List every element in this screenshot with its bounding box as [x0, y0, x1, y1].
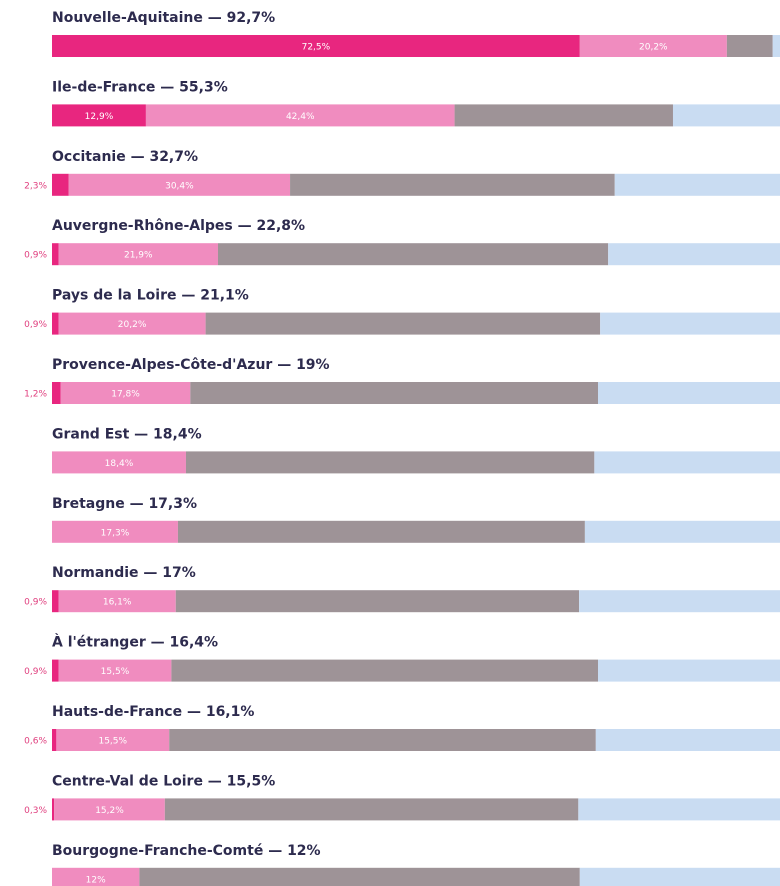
bar-segment [598, 382, 780, 404]
value-label: 30,4% [165, 181, 194, 191]
row-title: Bretagne — 17,3% [52, 496, 197, 512]
value-label: 16,1% [103, 598, 132, 608]
value-label: 12,9% [85, 112, 114, 122]
value-label: 17,8% [111, 390, 140, 400]
row-title: Ile-de-France — 55,3% [52, 79, 228, 95]
bar-segment [190, 382, 598, 404]
bar-segment [579, 35, 727, 57]
bar-segment [217, 243, 609, 266]
bar-segment [772, 35, 780, 57]
bar-segment [600, 312, 780, 335]
value-label: 72,5% [302, 43, 331, 53]
bar-segment [672, 104, 780, 127]
row-title: Auvergne-Rhône-Alpes — 22,8% [52, 218, 305, 234]
value-label: 0,9% [24, 598, 47, 608]
value-label: 2,3% [24, 181, 47, 191]
bar-segment [164, 798, 579, 821]
value-label: 0,9% [24, 667, 47, 677]
row-title: Occitanie — 32,7% [52, 149, 198, 165]
bar-segment [52, 243, 59, 266]
bar-segment [58, 243, 218, 266]
bar-segment [579, 867, 780, 886]
bar-segment [171, 659, 598, 682]
bar-segment [58, 590, 176, 613]
value-label: 20,2% [639, 43, 668, 53]
bar-segment [177, 520, 585, 543]
bar-segment [579, 590, 780, 613]
bar-segment [52, 382, 61, 404]
bar-segment [52, 590, 59, 613]
bar-segment [52, 104, 146, 127]
value-label: 0,9% [24, 251, 47, 261]
value-label: 42,4% [286, 112, 315, 122]
bar-segment [58, 659, 172, 682]
value-label: 15,5% [101, 667, 130, 677]
bar-segment [145, 104, 455, 127]
bar-segment [54, 798, 165, 821]
value-label: 0,3% [24, 806, 47, 816]
bar-segment [52, 451, 186, 474]
bar-segment [608, 243, 780, 266]
bar-segment [584, 520, 780, 543]
bar-segment [595, 729, 780, 751]
bar-segment [52, 729, 57, 751]
row-title: Nouvelle-Aquitaine — 92,7% [52, 10, 275, 26]
value-label: 0,6% [24, 737, 47, 747]
bar-segment [52, 867, 140, 886]
bar-segment [139, 867, 580, 886]
value-label: 12% [86, 875, 106, 885]
value-label: 15,2% [95, 806, 124, 816]
bar-segment [175, 590, 580, 613]
bar-segment [726, 35, 773, 57]
value-label: 0,9% [24, 320, 47, 330]
row-title: Bourgogne-Franche-Comté — 12% [52, 843, 321, 859]
value-label: 1,2% [24, 390, 47, 400]
row-title: À l'étranger — 16,4% [52, 634, 218, 651]
bar-segment [52, 35, 580, 57]
value-label: 17,3% [101, 528, 130, 538]
bar-segment [68, 173, 291, 196]
bar-segment [56, 729, 170, 751]
bar-segment [614, 173, 780, 196]
row-title: Hauts-de-France — 16,1% [52, 704, 254, 720]
bar-segment [290, 173, 615, 196]
bar-segment [52, 520, 178, 543]
row-title: Pays de la Loire — 21,1% [52, 288, 249, 304]
bar-segment [169, 729, 596, 751]
row-title: Normandie — 17% [52, 565, 196, 581]
value-label: 18,4% [105, 459, 134, 469]
bar-segment [52, 798, 55, 821]
bar-segment [594, 451, 780, 474]
row-title: Grand Est — 18,4% [52, 426, 202, 442]
bar-segment [58, 312, 206, 335]
bar-segment [52, 312, 59, 335]
bar-segment [598, 659, 780, 682]
value-label: 21,9% [124, 251, 153, 261]
bar-segment [185, 451, 595, 474]
row-title: Provence-Alpes-Côte-d'Azur — 19% [52, 357, 330, 373]
bar-segment [578, 798, 780, 821]
bar-segment [205, 312, 601, 335]
row-title: Centre-Val de Loire — 15,5% [52, 773, 275, 789]
bar-segment [60, 382, 191, 404]
bar-segment [52, 173, 69, 196]
value-label: 15,5% [98, 737, 127, 747]
bar-segment [52, 659, 59, 682]
bar-segment [454, 104, 673, 127]
value-label: 20,2% [118, 320, 147, 330]
